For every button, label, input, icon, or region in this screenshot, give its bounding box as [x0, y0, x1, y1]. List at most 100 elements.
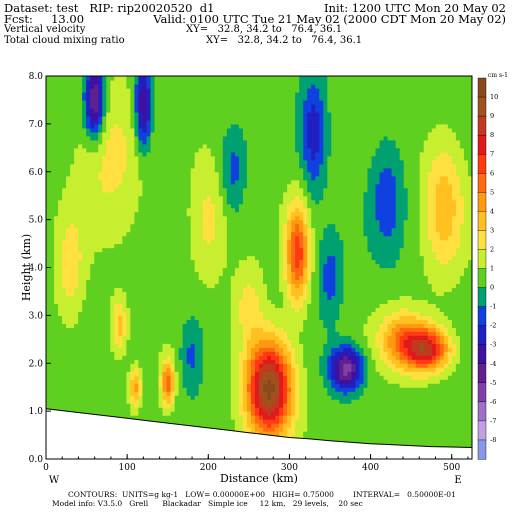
field-cell	[246, 151, 252, 157]
field-cell	[86, 315, 91, 320]
field-cell	[122, 103, 127, 109]
field-cell	[66, 107, 71, 113]
field-cell	[190, 271, 196, 277]
field-cell	[194, 107, 200, 113]
field-cell	[74, 243, 79, 249]
field-cell	[118, 327, 123, 332]
field-cell	[170, 351, 176, 356]
field-cell	[174, 383, 180, 388]
field-cell	[86, 339, 91, 344]
field-cell	[174, 179, 180, 185]
field-cell	[118, 275, 123, 281]
field-cell	[222, 347, 228, 352]
field-cell	[158, 243, 164, 249]
field-cell	[66, 87, 71, 93]
field-cell	[142, 91, 148, 97]
field-cell	[214, 239, 220, 245]
field-cell	[242, 423, 248, 428]
field-cell	[166, 91, 172, 97]
field-cell	[202, 231, 208, 237]
field-cell	[234, 323, 240, 328]
field-cell	[86, 183, 91, 189]
field-cell	[66, 315, 71, 320]
field-cell	[202, 79, 208, 85]
field-cell	[130, 375, 136, 380]
field-cell	[170, 207, 176, 213]
field-cell	[222, 211, 228, 217]
field-cell	[134, 76, 140, 81]
field-cell	[134, 375, 140, 380]
field-cell	[170, 187, 176, 193]
field-cell	[98, 359, 103, 364]
field-cell	[174, 203, 180, 209]
field-cell	[218, 275, 224, 281]
field-cell	[106, 295, 111, 301]
field-cell	[62, 387, 67, 392]
field-cell	[154, 199, 160, 205]
field-cell	[94, 403, 99, 408]
field-cell	[150, 171, 156, 177]
field-cell	[126, 83, 131, 89]
field-cell	[174, 407, 180, 412]
field-cell	[62, 131, 67, 137]
field-cell	[94, 171, 99, 177]
field-cell	[194, 231, 200, 237]
field-cell	[234, 283, 240, 289]
field-cell	[190, 171, 196, 177]
field-cell	[102, 283, 107, 289]
field-cell	[130, 335, 136, 340]
field-cell	[182, 219, 188, 225]
field-cell	[50, 395, 55, 400]
field-cell	[238, 359, 244, 364]
field-cell	[142, 87, 148, 93]
field-cell	[182, 355, 188, 360]
field-cell	[202, 171, 208, 177]
field-cell	[242, 351, 248, 356]
field-cell	[222, 311, 228, 316]
field-cell	[126, 155, 131, 161]
field-cell	[46, 259, 51, 265]
field-cell	[234, 375, 240, 380]
field-cell	[74, 247, 79, 253]
field-cell	[214, 199, 220, 205]
field-cell	[178, 119, 184, 125]
field-cell	[66, 103, 71, 109]
field-cell	[222, 159, 228, 165]
field-cell	[106, 223, 111, 229]
field-cell	[182, 343, 188, 348]
field-cell	[86, 179, 91, 185]
field-cell	[106, 127, 111, 133]
field-cell	[182, 183, 188, 189]
field-cell	[122, 247, 127, 253]
field-cell	[154, 127, 160, 133]
field-cell	[158, 127, 164, 133]
field-cell	[50, 83, 55, 89]
field-cell	[54, 339, 59, 344]
field-cell	[142, 207, 148, 213]
field-cell	[102, 399, 107, 404]
field-cell	[46, 355, 51, 360]
field-cell	[62, 383, 67, 388]
field-cell	[46, 339, 51, 344]
field-cell	[118, 131, 123, 137]
field-cell	[110, 271, 115, 277]
field-cell	[102, 327, 107, 332]
field-cell	[158, 331, 164, 336]
field-cell	[206, 419, 212, 424]
field-cell	[202, 167, 208, 173]
field-cell	[94, 95, 99, 101]
field-cell	[182, 247, 188, 253]
field-cell	[158, 135, 164, 141]
field-cell	[74, 151, 79, 157]
field-cell	[182, 303, 188, 308]
field-cell	[190, 155, 196, 161]
field-cell	[146, 227, 152, 233]
field-cell	[94, 91, 99, 97]
field-cell	[142, 295, 148, 301]
field-cell	[238, 247, 244, 253]
field-cell	[142, 119, 148, 125]
field-cell	[138, 287, 144, 293]
field-cell	[178, 211, 184, 217]
field-cell	[162, 131, 168, 137]
field-cell	[106, 371, 111, 376]
